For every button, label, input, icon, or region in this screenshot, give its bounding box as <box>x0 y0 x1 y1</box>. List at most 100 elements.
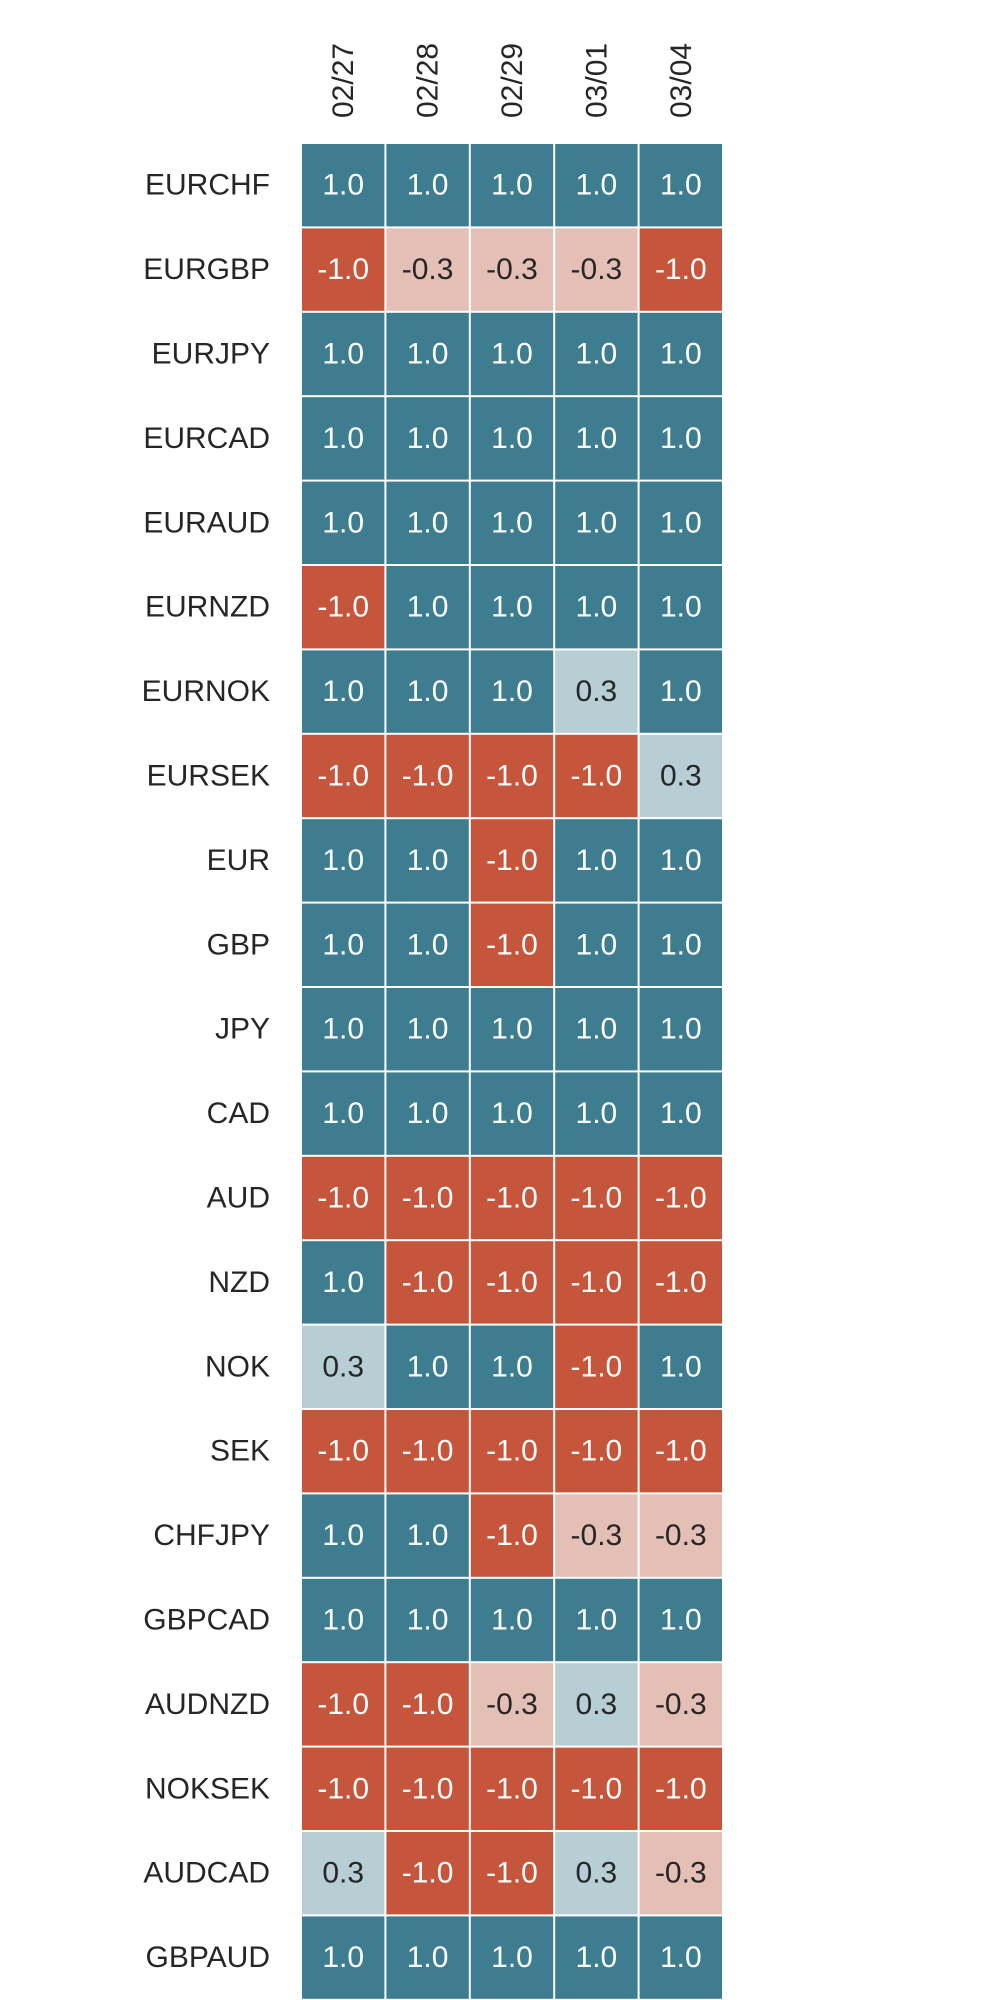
heatmap-cell <box>302 734 385 818</box>
cell-value-label: -0.3 <box>571 1519 623 1552</box>
heatmap-cell <box>470 1494 554 1577</box>
heatmap-cell <box>555 397 638 480</box>
cell-value-label: 1.0 <box>407 1519 449 1552</box>
heatmap-cell <box>386 1072 469 1155</box>
heatmap-cell <box>555 650 638 733</box>
row-label-aud: AUD <box>207 1182 270 1215</box>
cell-value-label: 1.0 <box>322 1941 364 1974</box>
heatmap-cell <box>386 988 469 1071</box>
cell-value-label: 1.0 <box>576 338 618 371</box>
row-label-eurgbp: EURGBP <box>143 253 270 286</box>
column-label-02-29: 02/29 <box>496 43 529 118</box>
cell-value-label: -1.0 <box>317 1688 369 1721</box>
cell-value-label: 1.0 <box>407 338 449 371</box>
row-label-jpy: JPY <box>215 1013 270 1046</box>
cell-value-label: 1.0 <box>576 1097 618 1130</box>
cell-value-label: 1.0 <box>407 1097 449 1130</box>
heatmap-cell <box>639 734 722 818</box>
column-labels: 02/27 02/28 02/29 03/01 03/04 <box>327 43 698 118</box>
heatmap-cell <box>386 1916 469 1999</box>
cell-value-label: -1.0 <box>486 1519 538 1552</box>
cell-value-label: -1.0 <box>571 1435 623 1468</box>
heatmap-cell <box>302 1325 385 1408</box>
heatmap-cell <box>470 481 554 564</box>
heatmap-cell <box>470 1916 554 1999</box>
heatmap-cell <box>302 819 385 902</box>
heatmap-cell <box>386 481 469 564</box>
cell-value-label: -1.0 <box>486 844 538 877</box>
heatmap-cell <box>302 1072 385 1155</box>
heatmap-cell <box>386 819 469 902</box>
heatmap-cell <box>639 144 722 227</box>
cell-value-label: 0.3 <box>322 1857 364 1890</box>
heatmap-cell <box>386 566 469 649</box>
cell-value-label: 1.0 <box>576 506 618 539</box>
heatmap-cell <box>386 1410 469 1493</box>
heatmap-cell <box>386 1156 469 1240</box>
cell-value-label: 1.0 <box>491 1350 533 1383</box>
cell-value-label: 1.0 <box>322 169 364 202</box>
heatmap-cell <box>555 1663 638 1746</box>
cell-value-label: -1.0 <box>571 1266 623 1299</box>
cell-value-label: 1.0 <box>322 844 364 877</box>
row-label-audcad: AUDCAD <box>143 1857 270 1890</box>
heatmap-cell <box>302 1241 385 1324</box>
heatmap-cell <box>302 650 385 733</box>
cell-value-label: 1.0 <box>576 591 618 624</box>
heatmap-cell <box>470 1325 554 1408</box>
cell-value-label: -0.3 <box>571 253 623 286</box>
row-label-eurnok: EURNOK <box>142 675 270 708</box>
cell-value-label: -1.0 <box>655 253 707 286</box>
cell-value-label: 1.0 <box>491 1941 533 1974</box>
cell-value-label: 1.0 <box>491 338 533 371</box>
heatmap-cell <box>639 1241 722 1324</box>
heatmap-cell <box>555 1072 638 1155</box>
cell-value-label: 1.0 <box>491 1013 533 1046</box>
cell-value-label: 1.0 <box>491 422 533 455</box>
heatmap-cell <box>555 312 638 396</box>
heatmap-cell <box>386 1663 469 1746</box>
cell-value-label: -1.0 <box>655 1182 707 1215</box>
heatmap-cell <box>555 1578 638 1662</box>
heatmap-cell <box>639 819 722 902</box>
cell-value-label: -0.3 <box>402 253 454 286</box>
cell-value-label: -1.0 <box>486 928 538 961</box>
heatmap-cell <box>639 903 722 986</box>
row-label-gbpcad: GBPCAD <box>143 1604 270 1637</box>
row-label-eur: EUR <box>207 844 270 877</box>
cell-value-label: 1.0 <box>576 844 618 877</box>
heatmap-cell <box>302 1494 385 1577</box>
heatmap-cell <box>470 1072 554 1155</box>
cell-value-label: 1.0 <box>576 1941 618 1974</box>
heatmap-cell <box>386 1241 469 1324</box>
heatmap-cell <box>386 1747 469 1830</box>
heatmap-cell <box>639 1156 722 1240</box>
cell-value-label: -1.0 <box>486 1182 538 1215</box>
heatmap-cell <box>302 903 385 986</box>
cell-value-label: -1.0 <box>655 1266 707 1299</box>
cell-value-label: -1.0 <box>317 760 369 793</box>
heatmap-cell <box>302 1832 385 1915</box>
heatmap-cell <box>555 144 638 227</box>
column-label-03-04: 03/04 <box>665 43 698 118</box>
heatmap-cell <box>386 903 469 986</box>
heatmap-cell <box>555 1916 638 1999</box>
heatmap-cell <box>386 1832 469 1915</box>
cell-value-label: -1.0 <box>402 760 454 793</box>
cell-value-label: 1.0 <box>407 844 449 877</box>
heatmap-cell <box>302 988 385 1071</box>
row-label-chfjpy: CHFJPY <box>153 1519 270 1552</box>
heatmap-cell <box>470 397 554 480</box>
cell-value-label: 1.0 <box>407 169 449 202</box>
heatmap-cell <box>470 819 554 902</box>
row-label-gbpaud: GBPAUD <box>146 1941 270 1974</box>
cell-value-label: 1.0 <box>660 169 702 202</box>
cell-value-label: 1.0 <box>322 1266 364 1299</box>
cell-value-label: 1.0 <box>407 1604 449 1637</box>
cell-value-label: 0.3 <box>576 1857 618 1890</box>
row-label-euraud: EURAUD <box>143 506 270 539</box>
heatmap-cell <box>470 734 554 818</box>
cell-value-label: 1.0 <box>491 1604 533 1637</box>
cell-value-label: 0.3 <box>322 1350 364 1383</box>
